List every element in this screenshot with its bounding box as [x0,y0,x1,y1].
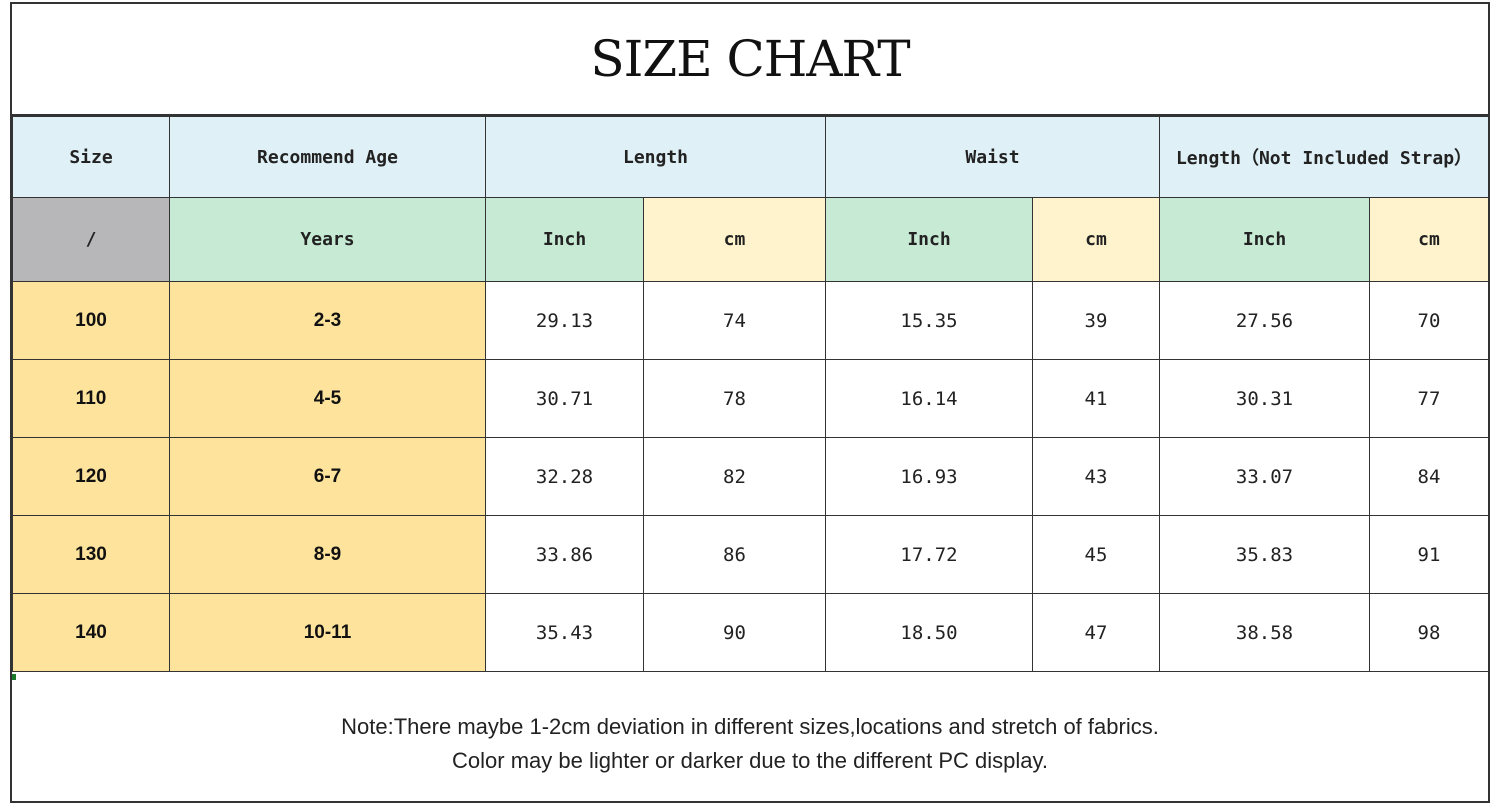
page-title: SIZE CHART [12,4,1488,116]
cell-length-inch: 32.28 [485,437,644,516]
cell-size: 110 [12,359,170,438]
cell-strap-cm: 98 [1369,593,1489,672]
size-chart-frame: SIZE CHART Size Recommend Age Length Wai… [10,2,1490,803]
note-line-color: Color may be lighter or darker due to th… [452,747,1048,773]
cell-size: 100 [12,281,170,360]
table-row: 100 2-3 29.13 74 15.35 39 27.56 70 [12,281,1489,360]
cell-length-inch: 33.86 [485,515,644,594]
cell-waist-inch: 16.14 [825,359,1033,438]
unit-strap-inch: Inch [1159,197,1370,282]
cell-length-cm: 82 [643,437,826,516]
cell-length-cm: 78 [643,359,826,438]
cell-strap-inch: 30.31 [1159,359,1370,438]
cell-size: 130 [12,515,170,594]
corner-mark [12,674,16,680]
cell-length-cm: 90 [643,593,826,672]
unit-waist-cm: cm [1032,197,1160,282]
cell-strap-inch: 33.07 [1159,437,1370,516]
unit-age: Years [169,197,486,282]
cell-length-cm: 74 [643,281,826,360]
cell-age: 6-7 [169,437,486,516]
header-length: Length [485,116,826,198]
cell-size: 140 [12,593,170,672]
cell-waist-inch: 17.72 [825,515,1033,594]
unit-row: / Years Inch cm Inch cm Inch cm [12,197,1489,282]
cell-waist-cm: 47 [1032,593,1160,672]
cell-strap-cm: 91 [1369,515,1489,594]
unit-length-inch: Inch [485,197,644,282]
header-length-not-included-strap: Length（Not Included Strap） [1159,116,1489,198]
cell-strap-cm: 84 [1369,437,1489,516]
cell-strap-inch: 27.56 [1159,281,1370,360]
cell-waist-inch: 18.50 [825,593,1033,672]
header-size: Size [12,116,170,198]
cell-length-inch: 29.13 [485,281,644,360]
note-line-deviation: Note:There maybe 1-2cm deviation in diff… [341,713,1159,739]
cell-age: 8-9 [169,515,486,594]
cell-strap-cm: 77 [1369,359,1489,438]
cell-waist-cm: 45 [1032,515,1160,594]
unit-strap-cm: cm [1369,197,1489,282]
cell-age: 10-11 [169,593,486,672]
table-row: 110 4-5 30.71 78 16.14 41 30.31 77 [12,359,1489,438]
cell-size: 120 [12,437,170,516]
table-row: 140 10-11 35.43 90 18.50 47 38.58 98 [12,593,1489,672]
size-table: Size Recommend Age Length Waist Length（N… [12,116,1489,672]
cell-age: 4-5 [169,359,486,438]
cell-length-inch: 35.43 [485,593,644,672]
cell-strap-inch: 38.58 [1159,593,1370,672]
cell-waist-inch: 16.93 [825,437,1033,516]
unit-size: / [12,197,170,282]
cell-length-inch: 30.71 [485,359,644,438]
cell-strap-cm: 70 [1369,281,1489,360]
cell-waist-cm: 41 [1032,359,1160,438]
header-row: Size Recommend Age Length Waist Length（N… [12,116,1489,198]
cell-waist-inch: 15.35 [825,281,1033,360]
cell-waist-cm: 39 [1032,281,1160,360]
header-recommend-age: Recommend Age [169,116,486,198]
table-row: 130 8-9 33.86 86 17.72 45 35.83 91 [12,515,1489,594]
unit-length-cm: cm [643,197,826,282]
cell-length-cm: 86 [643,515,826,594]
unit-waist-inch: Inch [825,197,1033,282]
table-row: 120 6-7 32.28 82 16.93 43 33.07 84 [12,437,1489,516]
note-block: Note:There maybe 1-2cm deviation in diff… [12,674,1488,803]
cell-age: 2-3 [169,281,486,360]
header-waist: Waist [825,116,1160,198]
cell-waist-cm: 43 [1032,437,1160,516]
cell-strap-inch: 35.83 [1159,515,1370,594]
